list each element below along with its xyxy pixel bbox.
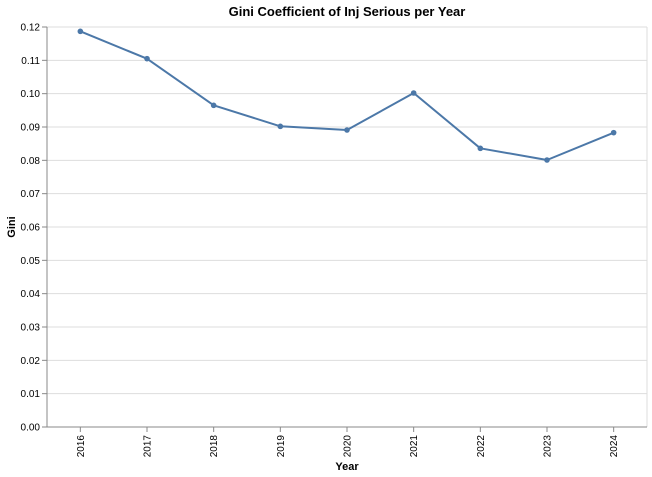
gridlines (47, 26, 648, 428)
data-point-2017[interactable] (144, 55, 150, 62)
x-tick-label: 2024 (609, 435, 620, 458)
chart-title: Gini Coefficient of Inj Serious per Year (229, 4, 466, 19)
x-tick-label: 2020 (343, 435, 354, 458)
data-point-2020[interactable] (344, 127, 350, 133)
series-line (79, 30, 615, 161)
data-point-2019[interactable] (277, 123, 284, 130)
x-tick-label: 2022 (476, 435, 487, 458)
y-tick-label: 0.06 (21, 223, 41, 234)
series-layer (77, 28, 617, 163)
data-point-2022[interactable] (477, 145, 484, 152)
y-axis-title: Gini (6, 216, 18, 237)
x-tick-label: 2021 (409, 435, 420, 458)
data-point-2021[interactable] (410, 90, 417, 96)
x-axis-title: Year (335, 461, 359, 473)
y-tick-label: 0.02 (21, 356, 41, 367)
y-tick-label: 0.09 (21, 123, 41, 134)
data-point-2018[interactable] (210, 102, 217, 109)
y-tick-label: 0.12 (21, 23, 41, 34)
x-tick-label: 2018 (209, 435, 220, 458)
y-tick-label: 0.07 (21, 189, 41, 200)
y-tick-label: 0.00 (21, 423, 41, 434)
y-tick-label: 0.01 (21, 389, 41, 400)
data-point-2023[interactable] (544, 157, 550, 163)
y-tick-label: 0.10 (21, 89, 41, 100)
y-axis: 0.00 0.01 0.02 0.03 0.04 0.05 0.06 0.07 0.08 0.09… (21, 23, 48, 434)
data-point-2016[interactable] (77, 28, 84, 35)
x-tick-label: 2017 (143, 435, 154, 458)
x-axis: 2016 2017 2018 2019 2020 2021 2022 2023 2024 (47, 426, 647, 458)
x-tick-label: 2016 (76, 435, 87, 458)
y-tick-label: 0.08 (21, 156, 41, 167)
x-tick-label: 2019 (276, 435, 287, 458)
data-point-2024[interactable] (610, 129, 617, 136)
x-tick-label: 2023 (543, 435, 554, 458)
y-tick-label: 0.05 (21, 256, 41, 267)
y-tick-label: 0.11 (21, 56, 40, 67)
y-tick-label: 0.04 (21, 289, 41, 300)
y-tick-label: 0.03 (21, 323, 41, 334)
